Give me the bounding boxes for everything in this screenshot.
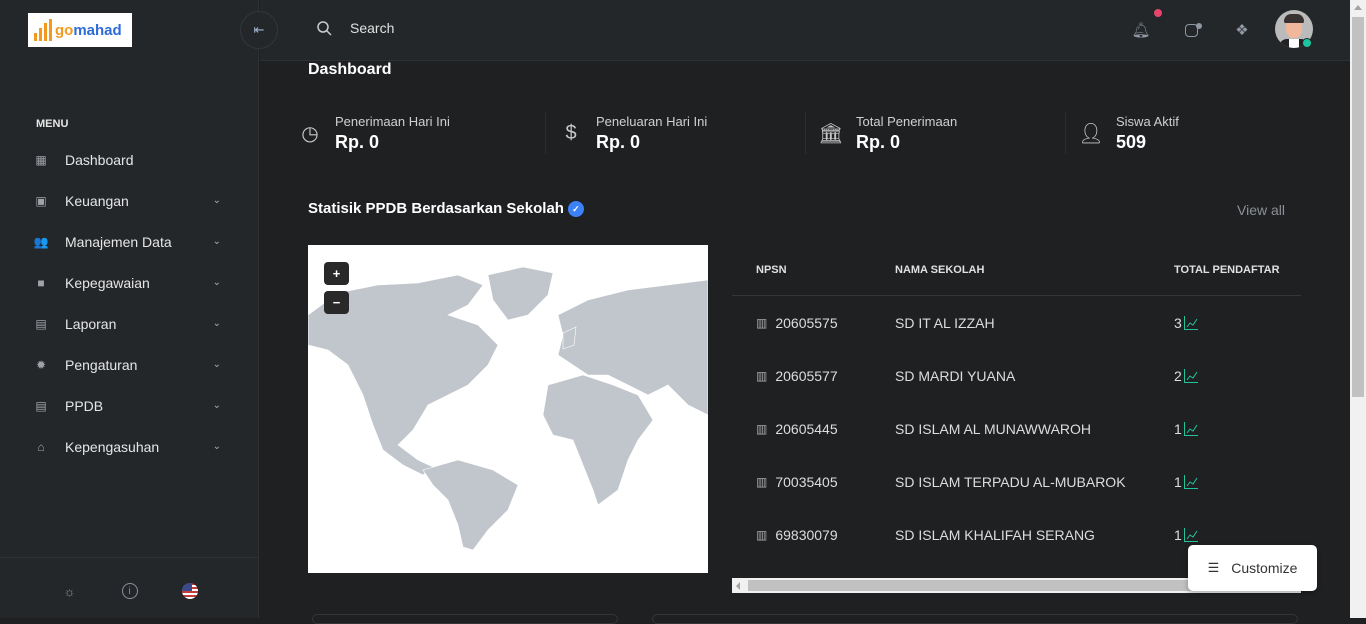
chevron-down-icon: ⌄: [212, 359, 221, 370]
trend-chart-icon: [1183, 315, 1198, 330]
gear-icon: ✹: [35, 357, 47, 372]
total-pendaftar: 3: [1174, 314, 1182, 331]
stat-penerimaan-hari-ini: ◷ Penerimaan Hari Ini Rp. 0: [285, 112, 545, 154]
info-icon[interactable]: i: [121, 583, 138, 599]
trend-chart-icon: [1183, 421, 1198, 436]
map-zoom-out-button[interactable]: −: [324, 291, 349, 314]
school-name: SD ISLAM KHALIFAH SERANG: [895, 526, 1095, 543]
bell-icon[interactable]: 🔔︎: [1131, 22, 1151, 39]
file-icon: ▤: [35, 316, 47, 331]
table-horizontal-scrollbar[interactable]: [732, 578, 1301, 593]
sidebar-item-keuangan[interactable]: ▣ Keuangan ⌄: [35, 192, 221, 209]
total-pendaftar: 1: [1174, 420, 1182, 437]
stats-row: ◷ Penerimaan Hari Ini Rp. 0 $ Peneluaran Ha…: [285, 112, 1325, 154]
sidebar: gomahad MENU ▦ Dashboard ▣ Keuangan ⌄ 👥 Mana…: [0, 0, 259, 618]
total-pendaftar: 2: [1174, 367, 1182, 384]
online-status-dot: [1302, 38, 1312, 48]
chat-icon[interactable]: [1181, 20, 1201, 40]
total-pendaftar: 1: [1174, 526, 1182, 543]
notification-dot: [1154, 9, 1162, 17]
sidebar-item-manajemen-data[interactable]: 👥 Manajemen Data ⌄: [33, 233, 221, 250]
clock-icon: ◷: [301, 122, 319, 145]
npsn: 70035405: [775, 473, 838, 490]
money-icon: ▣: [35, 193, 47, 208]
school-name: SD ISLAM TERPADU AL-MUBAROK: [895, 473, 1126, 490]
logo-bars-icon: [34, 19, 52, 41]
trend-chart-icon: [1183, 368, 1198, 383]
building-icon: ▥: [756, 315, 768, 330]
chevron-down-icon: ⌄: [212, 277, 221, 288]
bank-icon: 🏛︎: [818, 122, 844, 145]
building-icon: ▥: [756, 527, 768, 542]
customize-button[interactable]: ☰ Customize: [1188, 545, 1317, 591]
page-title: Dashboard: [308, 61, 392, 78]
stat-peneluaran-hari-ini: $ Peneluaran Hari Ini Rp. 0: [545, 112, 805, 154]
us-flag-icon[interactable]: [181, 583, 198, 599]
home-icon: ⌂: [37, 439, 45, 454]
sidebar-item-dashboard[interactable]: ▦ Dashboard: [35, 151, 134, 168]
search-icon: [317, 21, 332, 36]
sidebar-item-kepengasuhan[interactable]: ⌂ Kepengasuhan ⌄: [0, 426, 259, 467]
card-edge: [312, 614, 618, 624]
chevron-down-icon: ⌄: [212, 318, 221, 329]
world-map[interactable]: + −: [308, 245, 708, 573]
npsn: 20605575: [775, 314, 838, 331]
topbar: Search 🔔︎ ❖: [260, 0, 1350, 61]
sun-icon[interactable]: ☼: [63, 583, 76, 599]
apps-icon[interactable]: ❖: [1235, 22, 1249, 39]
verified-badge-icon: ✓: [567, 200, 584, 217]
table-row[interactable]: ▥ 20605577 SD MARDI YUANA 2: [732, 349, 1301, 402]
sidebar-footer: ☼ i: [0, 557, 259, 618]
table-row[interactable]: ▥ 20605575 SD IT AL IZZAH 3: [732, 296, 1301, 349]
table-row[interactable]: ▥ 70035405 SD ISLAM TERPADU AL-MUBAROK 1: [732, 455, 1301, 508]
chat-dot: [1196, 23, 1202, 29]
page-scrollbar[interactable]: [1350, 0, 1366, 618]
dollar-icon: $: [565, 121, 577, 144]
sidebar-item-laporan[interactable]: ▤ Laporan ⌄: [35, 315, 221, 332]
arrow-left-bar-icon: ⇤: [253, 22, 265, 37]
file-icon: ▤: [35, 398, 47, 413]
grid-icon: ▦: [35, 152, 47, 167]
sidebar-nav: ▦ Dashboard ▣ Keuangan ⌄ 👥 Manajemen Data ⌄ ■…: [0, 139, 259, 467]
schools-table: NPSN NAMA SEKOLAH TOTAL PENDAFTAR ▥ 20605…: [732, 245, 1301, 561]
chevron-down-icon: ⌄: [212, 195, 221, 206]
users-icon: 👥: [33, 234, 49, 249]
stat-total-penerimaan: 🏛︎ Total Penerimaan Rp. 0: [805, 112, 1065, 154]
user-icon: 👤︎: [1078, 122, 1104, 145]
school-name: SD ISLAM AL MUNAWWAROH: [895, 420, 1092, 437]
sidebar-item-kepegawaian[interactable]: ■ Kepegawaian ⌄: [0, 262, 259, 303]
stat-siswa-aktif: 👤︎ Siswa Aktif 509: [1065, 112, 1325, 154]
table-header: NPSN NAMA SEKOLAH TOTAL PENDAFTAR: [732, 245, 1301, 296]
sidebar-item-pengaturan[interactable]: ✹ Pengaturan ⌄: [35, 356, 221, 373]
school-name: SD IT AL IZZAH: [895, 314, 995, 331]
table-row[interactable]: ▥ 69830079 SD ISLAM KHALIFAH SERANG 1: [732, 508, 1301, 561]
view-all-link[interactable]: View all: [1237, 202, 1285, 218]
map-zoom-in-button[interactable]: +: [324, 262, 349, 285]
sliders-icon: ☰: [1207, 560, 1220, 575]
trend-chart-icon: [1183, 527, 1198, 542]
chevron-down-icon: ⌄: [212, 400, 221, 411]
card-edge: [652, 614, 1298, 624]
school-name: SD MARDI YUANA: [895, 367, 1016, 384]
trend-chart-icon: [1183, 474, 1198, 489]
world-map-land: [308, 266, 708, 551]
search-input[interactable]: Search: [316, 20, 394, 36]
building-icon: ▥: [756, 368, 768, 383]
building-icon: ▥: [756, 474, 768, 489]
building-icon: ▥: [756, 421, 768, 436]
table-row[interactable]: ▥ 20605445 SD ISLAM AL MUNAWWAROH 1: [732, 402, 1301, 455]
gomahad-logo[interactable]: gomahad: [28, 13, 132, 47]
total-pendaftar: 1: [1174, 473, 1182, 490]
chevron-down-icon: ⌄: [212, 236, 221, 247]
npsn: 20605577: [775, 367, 838, 384]
collapse-sidebar-button[interactable]: ⇤: [240, 11, 278, 49]
sidebar-item-ppdb[interactable]: ▤ PPDB ⌄: [35, 397, 221, 414]
section-title: Statisik PPDB Berdasarkan Sekolah ✓: [308, 200, 584, 217]
chevron-down-icon: ⌄: [212, 441, 221, 452]
npsn: 20605445: [775, 420, 838, 437]
npsn: 69830079: [775, 526, 838, 543]
menu-label: MENU: [36, 118, 69, 130]
briefcase-icon: ■: [37, 275, 45, 290]
